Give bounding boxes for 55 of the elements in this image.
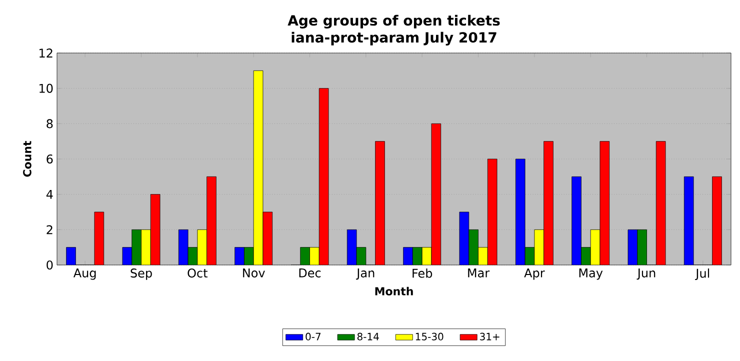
x-tick-label: Jun — [636, 268, 656, 280]
x-tick-label: Jan — [356, 268, 374, 280]
bar — [66, 247, 76, 265]
bar — [141, 229, 151, 265]
bar — [600, 141, 610, 265]
bar — [318, 88, 329, 265]
bar — [431, 124, 441, 265]
bar — [403, 247, 413, 265]
y-axis-title: Count — [23, 140, 32, 177]
chart-title: Age groups of open tickets — [288, 14, 500, 28]
bar — [300, 247, 310, 265]
bar — [487, 158, 498, 265]
x-tick-label: Mar — [468, 268, 490, 278]
x-tick-label: Oct — [188, 268, 208, 278]
bar — [375, 141, 385, 265]
bar — [637, 229, 647, 265]
x-axis-title: Month — [375, 286, 413, 296]
bar — [712, 176, 722, 265]
x-tick-label: Aug — [73, 268, 96, 280]
bar — [468, 229, 478, 265]
bar — [572, 176, 582, 265]
legend-label: 8-14 — [357, 332, 379, 340]
bar — [234, 247, 244, 265]
bar — [132, 229, 142, 265]
legend-label: 0-7 — [306, 332, 321, 340]
bar — [478, 247, 488, 265]
bar — [150, 194, 160, 265]
chart-subtitle: iana-prot-param July 2017 — [292, 32, 496, 46]
bar — [244, 247, 254, 265]
x-tick-label: Apr — [524, 268, 545, 280]
y-tick-label: 10 — [40, 84, 53, 93]
y-tick-label: 4 — [46, 190, 53, 199]
y-tick-label: 6 — [46, 154, 53, 164]
bar — [253, 70, 264, 265]
bar — [544, 141, 554, 265]
legend-label: 15-30 — [416, 332, 444, 340]
y-tick-label: 2 — [46, 225, 52, 234]
y-tick-label: 8 — [46, 119, 53, 128]
x-tick-label: Sep — [130, 268, 152, 280]
x-tick-label: Nov — [243, 268, 265, 278]
x-tick-label: Feb — [412, 268, 432, 278]
bar — [197, 229, 208, 265]
bar — [656, 141, 666, 265]
legend-label: 31+ — [480, 332, 500, 340]
bar — [581, 247, 591, 265]
y-tick-label: 12 — [40, 48, 52, 58]
bar — [515, 158, 526, 265]
x-tick-label: May — [579, 268, 603, 280]
y-tick-label: 0 — [46, 260, 53, 270]
bar — [206, 176, 216, 265]
x-tick-label: Jul — [695, 268, 710, 280]
x-tick-label: Dec — [299, 268, 321, 278]
bar — [310, 247, 320, 265]
bar — [684, 176, 694, 265]
bar — [412, 247, 422, 265]
